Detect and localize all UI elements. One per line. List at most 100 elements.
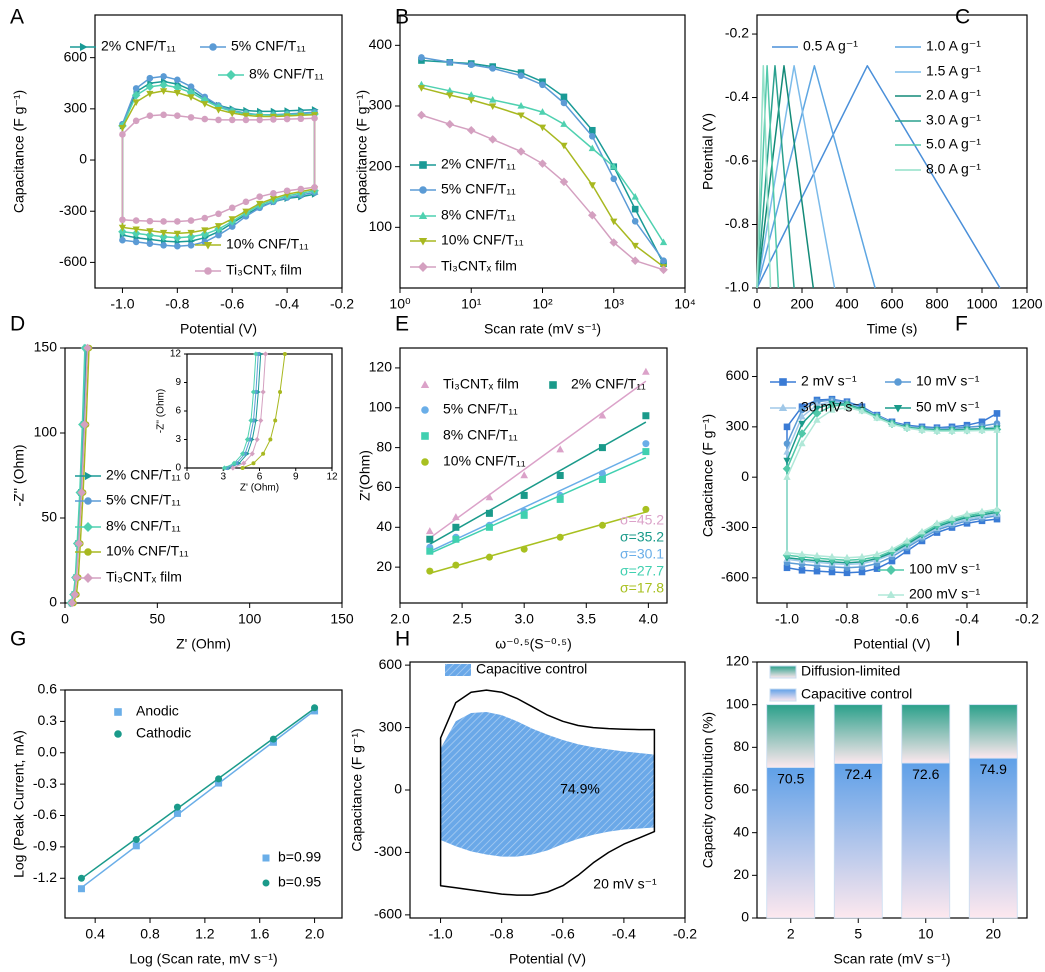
y-tick-label: 0.0	[38, 743, 58, 759]
marker	[659, 265, 668, 275]
marker	[813, 405, 821, 413]
annotation: 20 mV s⁻¹	[593, 876, 657, 892]
x-tick-label: 10¹	[461, 296, 482, 312]
marker	[446, 86, 454, 94]
marker	[160, 111, 167, 119]
marker	[146, 217, 154, 225]
marker	[80, 420, 89, 429]
marker	[963, 510, 971, 517]
marker	[610, 218, 618, 226]
bar-segment	[968, 704, 1018, 759]
marker	[214, 107, 223, 114]
marker	[146, 240, 154, 247]
marker	[798, 403, 806, 411]
legend-marker	[203, 241, 213, 250]
marker	[254, 418, 259, 423]
panel-letter: B	[395, 6, 409, 29]
marker	[228, 204, 236, 212]
marker	[918, 426, 926, 433]
y-tick-label: 80	[733, 738, 749, 754]
y-tick-label: -0.9	[33, 838, 57, 854]
marker	[828, 552, 836, 560]
marker	[173, 83, 182, 92]
marker	[520, 511, 528, 519]
marker	[215, 116, 222, 124]
marker	[132, 117, 140, 125]
marker	[783, 457, 791, 465]
x-tick-label: 200	[790, 296, 814, 312]
marker	[145, 82, 155, 91]
y-tick-label: -600	[374, 906, 402, 922]
x-tick-label: 1200	[1011, 296, 1042, 312]
legend-marker	[418, 211, 428, 220]
marker	[160, 73, 167, 80]
marker	[798, 566, 806, 574]
x-tick-label: -0.4	[612, 926, 636, 942]
marker	[888, 557, 896, 565]
y-tick-label: 0	[741, 468, 749, 484]
y-axis-label: Z'(Ohm)	[357, 450, 373, 501]
marker	[146, 228, 154, 235]
marker	[242, 112, 250, 120]
marker	[249, 451, 255, 457]
marker	[77, 885, 85, 893]
marker	[132, 238, 140, 246]
y-tick-label: 0	[175, 463, 181, 474]
bar-segment	[833, 704, 883, 764]
y-tick-label: 40	[733, 823, 749, 839]
legend-label: Ti₃CNTₓ film	[106, 569, 182, 585]
x-tick-label: 100	[238, 611, 262, 627]
marker	[812, 409, 822, 418]
legend-marker	[421, 458, 429, 466]
legend-label: 3.0 A g⁻¹	[926, 112, 981, 128]
marker	[489, 65, 496, 72]
marker	[843, 553, 851, 561]
marker	[118, 124, 127, 132]
marker	[259, 351, 264, 357]
fit-line	[429, 449, 647, 553]
fit-line	[429, 511, 647, 574]
marker	[993, 515, 1001, 523]
legend-label: 100 mV s⁻¹	[909, 561, 981, 577]
y-tick-label: 200	[369, 157, 393, 173]
legend-label: 10% CNF/T₁₁	[106, 543, 189, 559]
marker	[118, 227, 127, 236]
marker	[230, 465, 236, 471]
annotation: σ=45.2	[620, 512, 664, 528]
legend-label: 8.0 A g⁻¹	[926, 161, 981, 177]
x-tick-label: -0.8	[835, 611, 859, 627]
panel-letter: E	[395, 313, 409, 336]
bar-segment	[901, 762, 951, 919]
marker	[517, 112, 525, 120]
legend-marker	[418, 237, 428, 246]
legend-label: Ti₃CNTₓ film	[441, 258, 517, 274]
x-tick-label: -1.0	[775, 611, 799, 627]
marker	[813, 567, 821, 575]
bar-segment	[833, 763, 883, 919]
marker	[187, 114, 195, 121]
marker	[467, 61, 475, 69]
marker	[993, 426, 1001, 433]
legend-label: Capacitive control	[801, 686, 912, 702]
legend-swatch-hatch	[445, 664, 471, 676]
marker	[978, 426, 986, 434]
x-axis-label: Potential (V)	[180, 321, 257, 337]
marker	[452, 513, 460, 521]
legend-label: 2% CNF/T₁₁	[106, 467, 181, 483]
marker	[278, 390, 283, 394]
marker	[174, 218, 181, 225]
marker	[610, 175, 618, 183]
marker	[797, 429, 807, 438]
marker	[426, 535, 434, 543]
x-axis-label: Z' (Ohm)	[176, 636, 231, 652]
series-line	[756, 65, 836, 289]
panel-letter: G	[10, 628, 26, 651]
marker	[228, 116, 236, 124]
legend-label: Ti₃CNTₓ film	[443, 376, 519, 392]
legend-marker	[886, 590, 896, 599]
marker	[417, 85, 426, 92]
marker	[118, 224, 127, 232]
marker	[311, 114, 318, 122]
marker	[173, 809, 181, 817]
series-line	[756, 65, 815, 289]
